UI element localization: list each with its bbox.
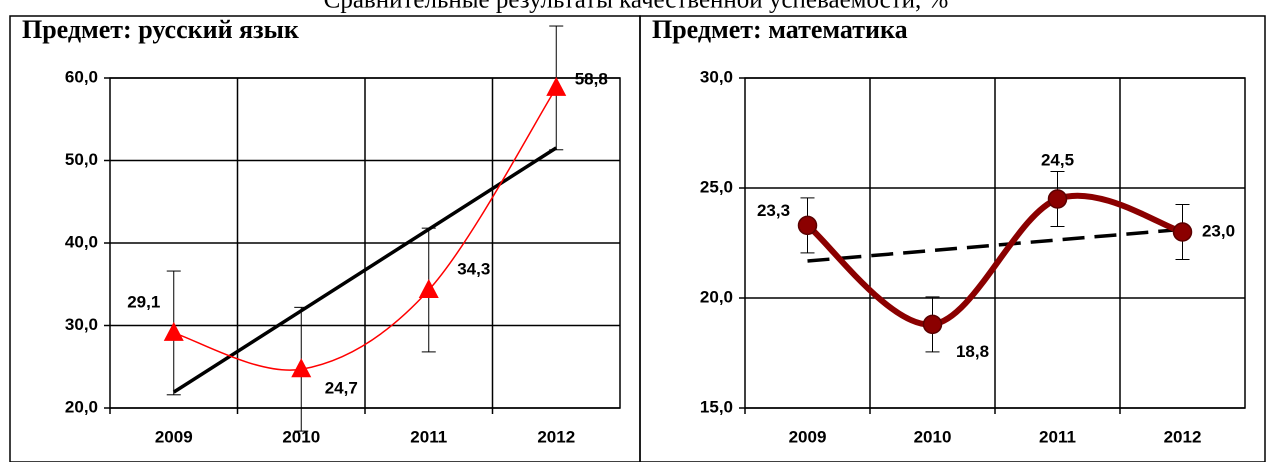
series-line <box>805 192 1184 328</box>
marker <box>418 279 439 299</box>
marker <box>546 76 567 96</box>
data-label: 34,3 <box>457 260 490 279</box>
data-label: 58,8 <box>575 69 608 88</box>
data-label: 24,5 <box>1041 150 1074 169</box>
y-tick-label: 50,0 <box>65 150 98 169</box>
y-tick-label: 30,0 <box>700 67 733 86</box>
y-tick-label: 60,0 <box>65 67 98 86</box>
x-tick-label: 2010 <box>914 427 952 446</box>
marker <box>797 215 818 236</box>
data-label: 24,7 <box>325 379 358 398</box>
marker <box>1047 189 1068 209</box>
y-tick-label: 20,0 <box>65 397 98 416</box>
marker <box>291 358 312 378</box>
data-label: 23,0 <box>1202 221 1235 240</box>
x-tick-label: 2010 <box>282 427 320 446</box>
x-tick-label: 2012 <box>537 427 575 446</box>
y-tick-label: 25,0 <box>700 177 733 196</box>
series-line <box>173 87 557 371</box>
marker <box>163 321 184 341</box>
x-tick-label: 2009 <box>155 427 193 446</box>
data-label: 29,1 <box>127 292 160 311</box>
marker <box>1172 222 1193 242</box>
marker <box>922 314 943 335</box>
x-tick-label: 2011 <box>1039 427 1076 446</box>
data-label: 23,3 <box>757 201 790 220</box>
panel-title: Предмет: математика <box>652 15 908 44</box>
trend-line <box>172 146 558 394</box>
y-tick-label: 20,0 <box>700 287 733 306</box>
x-tick-label: 2009 <box>789 427 827 446</box>
panel-title: Предмет: русский язык <box>22 15 299 44</box>
data-label: 18,8 <box>956 342 989 361</box>
x-tick-label: 2012 <box>1164 427 1202 446</box>
page-title: Сравнительные результаты качественной ус… <box>324 0 949 14</box>
y-tick-label: 15,0 <box>700 397 733 416</box>
panel-border <box>639 15 1266 462</box>
y-tick-label: 40,0 <box>65 232 98 251</box>
y-tick-label: 30,0 <box>65 315 98 334</box>
x-tick-label: 2011 <box>410 427 447 446</box>
